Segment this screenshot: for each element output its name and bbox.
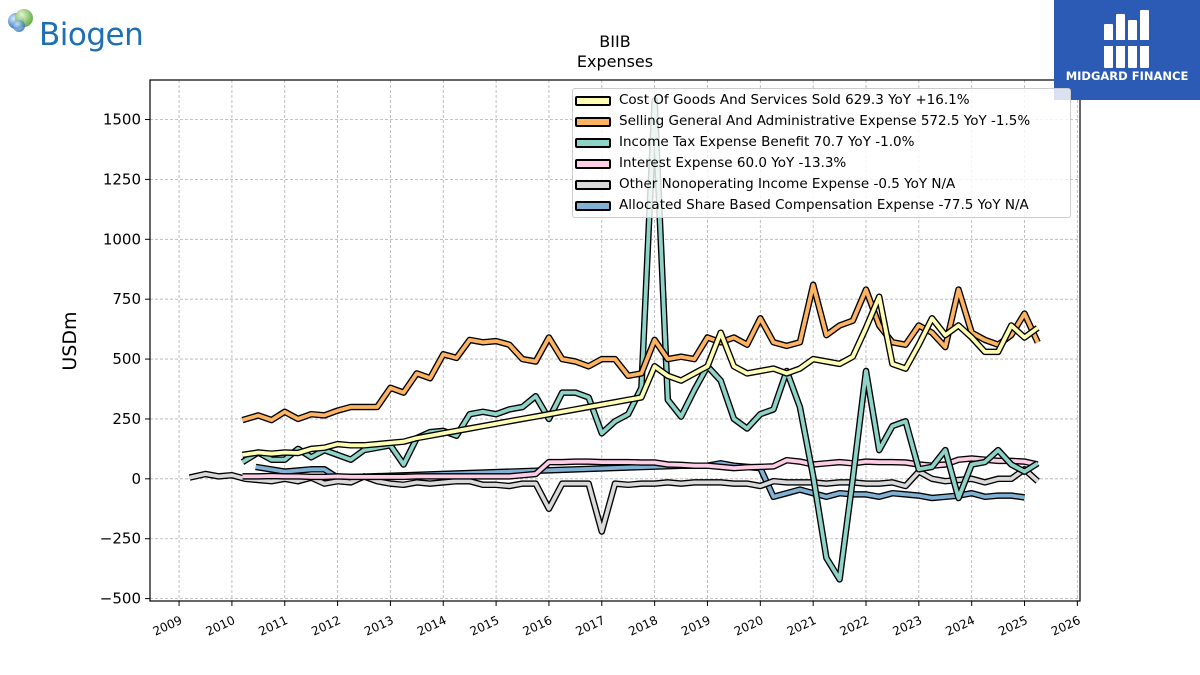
x-tick-label: 2018 [626,613,660,639]
y-tick-label: 1500 [103,111,141,129]
x-tick-label: 2011 [256,613,290,639]
legend-item-income-tax: Income Tax Expense Benefit 70.7 YoY -1.0… [573,133,1072,153]
legend-label: Other Nonoperating Income Expense -0.5 Y… [619,176,956,192]
legend-swatch [575,138,611,148]
series-layer [188,97,1041,583]
x-tick-label: 2017 [573,613,607,639]
legend-item-cogs: Cost Of Goods And Services Sold 629.3 Yo… [573,91,1072,111]
x-tick-label: 2019 [679,613,713,639]
legend-item-other-nonoperating: Other Nonoperating Income Expense -0.5 Y… [573,175,1072,195]
midgard-wordmark: MIDGARD FINANCE [1065,69,1189,83]
x-tick-label: 2025 [996,613,1030,639]
y-tick-label: 1250 [103,170,141,188]
x-tick-label: 2022 [838,613,872,639]
x-tick-label: 2026 [1049,613,1083,639]
x-tick-label: 2010 [204,613,238,639]
legend-swatch [575,201,611,211]
legend-swatch [575,159,611,169]
series-line [241,98,1039,582]
y-tick-label: 500 [112,350,141,368]
series-line [242,456,1039,479]
midgard-finance-logo: MIDGARD FINANCE [1054,0,1200,100]
legend-label: Allocated Share Based Compensation Expen… [619,197,1029,213]
series-2 [240,97,1040,583]
legend-swatch [575,117,611,127]
x-tick-label: 2020 [732,613,766,639]
x-tick-label: 2015 [468,613,502,639]
legend-label: Cost Of Goods And Services Sold 629.3 Yo… [619,92,970,108]
y-axis-label: USDm [59,311,81,370]
chart-title: BIIB [599,32,631,51]
legend-item-share-based-comp: Allocated Share Based Compensation Expen… [573,196,1072,216]
x-tick-label: 2012 [309,613,343,639]
x-tick-label: 2016 [521,613,555,639]
legend-label: Interest Expense 60.0 YoY -13.3% [619,155,847,171]
biogen-wordmark: Biogen [39,17,144,53]
x-tick-label: 2009 [151,613,185,639]
series-1 [241,281,1041,424]
y-tick-label: 0 [131,470,141,488]
y-tick-label: −250 [100,530,141,548]
x-tick-label: 2024 [943,613,977,639]
chart-legend: Cost Of Goods And Services Sold 629.3 Yo… [572,88,1071,218]
x-tick-label: 2013 [362,613,396,639]
midgard-emblem-icon [1104,10,1149,68]
series-0 [242,293,1040,459]
x-tick-label: 2023 [891,613,925,639]
legend-item-sga: Selling General And Administrative Expen… [573,112,1072,132]
y-tick-label: 1000 [103,230,141,248]
legend-swatch [575,180,611,190]
y-tick-label: −500 [100,590,141,608]
legend-label: Income Tax Expense Benefit 70.7 YoY -1.0… [619,134,915,150]
series-3 [242,455,1039,481]
y-tick-label: 250 [112,410,141,428]
series-line [242,294,1039,457]
legend-item-interest: Interest Expense 60.0 YoY -13.3% [573,154,1072,174]
series-4 [188,466,1040,535]
series-line [241,282,1040,423]
y-tick-label: 750 [112,290,141,308]
x-tick-label: 2014 [415,613,449,639]
tick-layer: −500 −250 0 250 500 750 1000 1250 1500 2009 2010 20… [100,111,1083,639]
legend-label: Selling General And Administrative Expen… [619,113,1031,129]
x-tick-label: 2021 [785,613,819,639]
biogen-logo: Biogen [4,4,154,56]
chart-subtitle: Expenses [576,52,654,71]
series-line [189,467,1039,534]
biogen-orb-icon [8,9,33,32]
plot-frame [149,79,1081,602]
legend-swatch [575,96,611,106]
